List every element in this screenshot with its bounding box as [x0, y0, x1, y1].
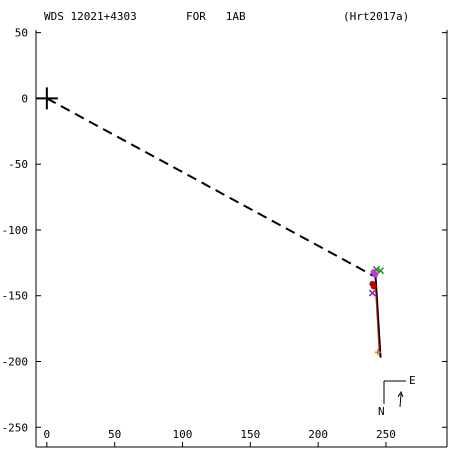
- x-tick-label: 50: [108, 428, 121, 441]
- compass-east-label: E: [409, 374, 416, 387]
- axis-ticks: [36, 32, 447, 447]
- wds-designation: WDS 12021+4303: [44, 10, 137, 23]
- observation-cross: [377, 267, 385, 275]
- x-tick-label: 150: [240, 428, 260, 441]
- x-tick-label: 200: [308, 428, 328, 441]
- y-tick-label: 50: [15, 27, 28, 40]
- reference-code: (Hrt2017a): [343, 10, 409, 23]
- observation-dot: [370, 283, 377, 290]
- observation-plus: [374, 349, 381, 356]
- motion-arrow-icon: [397, 390, 404, 408]
- y-tick-label: -150: [2, 290, 29, 303]
- plot-frame: [35, 30, 448, 448]
- x-tick-label: 250: [376, 428, 396, 441]
- x-tick-label: 100: [173, 428, 193, 441]
- y-tick-label: -200: [2, 355, 29, 368]
- observation-cross: [368, 289, 376, 297]
- tick-labels: 0 50 100 150 200 250 50 0 -50 -100 -150 -200 -250: [2, 27, 396, 441]
- compass: E N: [378, 374, 416, 418]
- x-tick-label: 0: [44, 428, 51, 441]
- fit-line: [374, 282, 380, 353]
- y-tick-label: -250: [2, 421, 29, 434]
- observation-dot: [372, 271, 379, 278]
- orbit-line: [374, 269, 382, 358]
- y-tick-label: -100: [2, 224, 29, 237]
- y-tick-label: 0: [21, 92, 28, 105]
- compass-north-label: N: [378, 405, 385, 418]
- plot-marks: [35, 87, 385, 358]
- primary-secondary-connector: [46, 97, 375, 277]
- primary-star-marker: [35, 87, 58, 110]
- y-tick-label: -50: [8, 158, 28, 171]
- pair-label: FOR 1AB: [186, 10, 246, 23]
